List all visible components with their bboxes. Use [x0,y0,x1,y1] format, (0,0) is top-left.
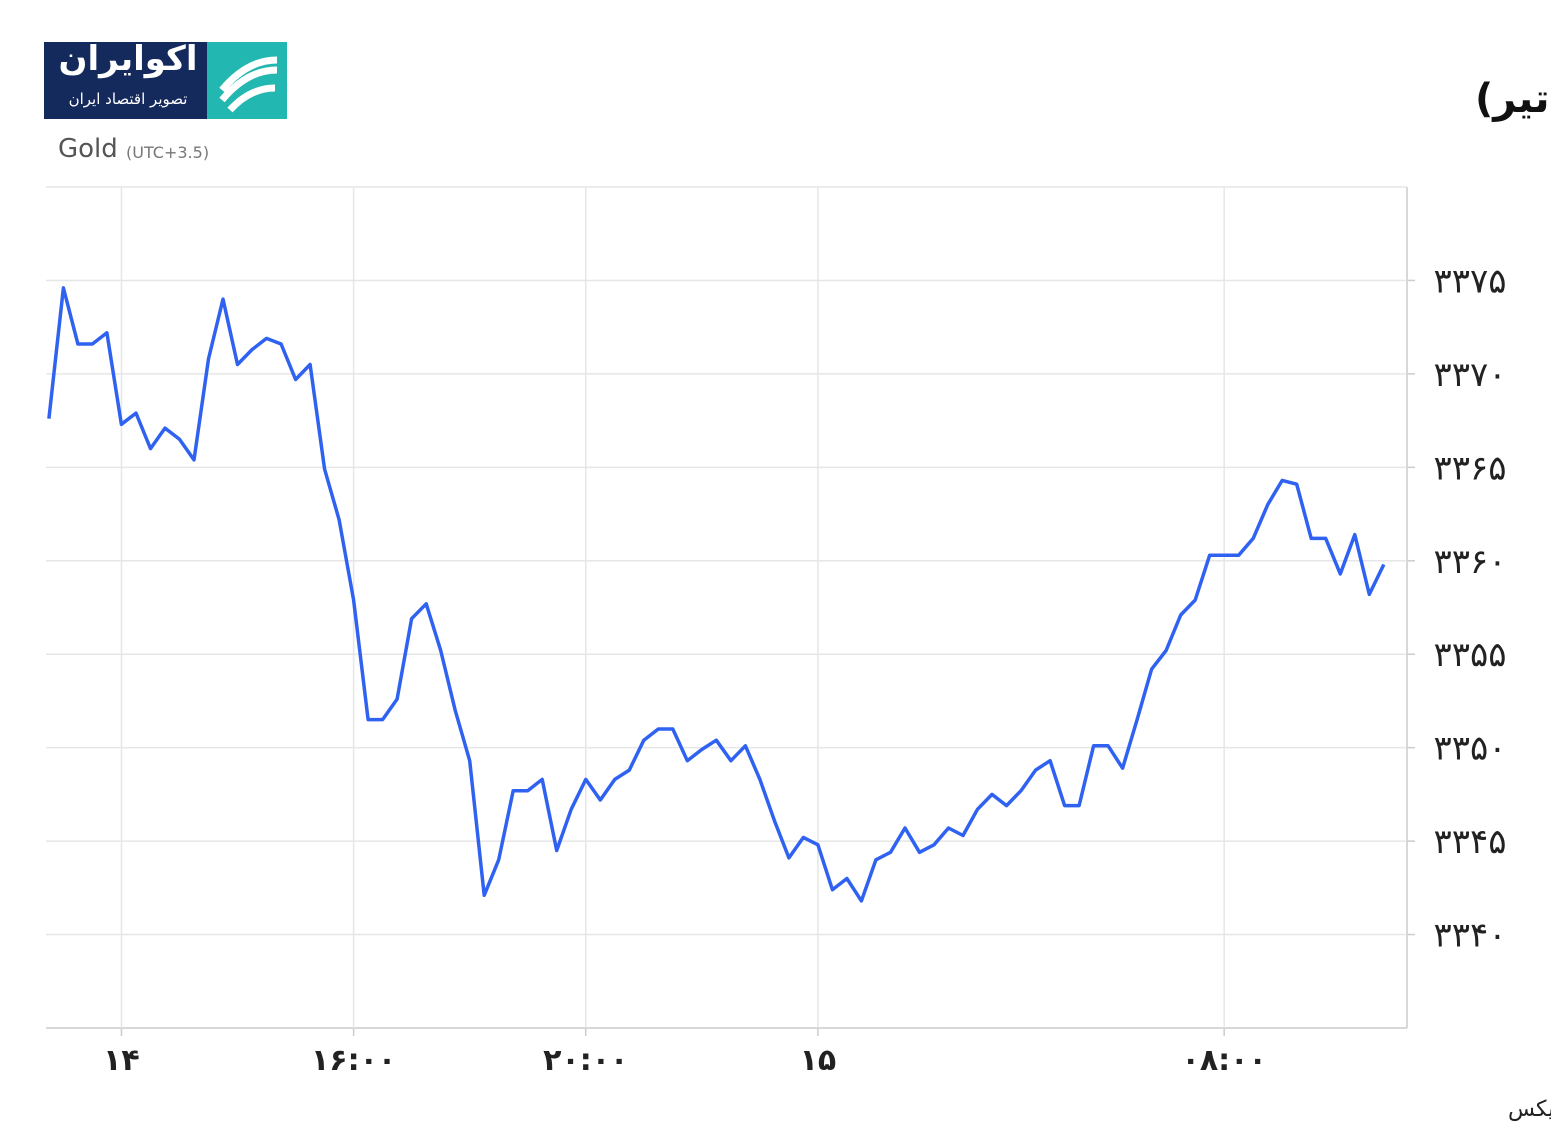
y-tick-label: ۳۳۷۰ [1433,355,1506,395]
y-tick-label: ۳۳۶۵ [1433,448,1506,488]
subtitle: Gold [58,134,118,164]
y-tick-label: ۳۳۶۰ [1433,542,1506,582]
chart-title: روند طلای جهانی (۲۴ تیر) [1475,76,1551,122]
x-tick-label: ۱۵ [800,1043,837,1078]
logo: اکوایران تصویر اقتصاد ایران [44,39,287,119]
price-line [47,286,1386,903]
subtitle-note: (UTC+3.5) [126,143,209,162]
y-tick-label: ۳۳۷۵ [1433,261,1506,301]
logo-box [44,42,207,119]
x-tick-label: ۱۶:۰۰ [311,1043,396,1078]
source: منبع: تریدینگ اکونومیکس [1508,1096,1551,1122]
logo-name: اکوایران [59,39,198,79]
logo-mark [219,56,278,113]
y-tick-label: ۳۳۵۵ [1433,635,1506,675]
y-tick-label: ۳۳۴۵ [1433,822,1506,862]
y-tick-label: ۳۳۵۰ [1433,729,1506,769]
y-tick-label: ۳۳۴۰ [1433,916,1506,956]
x-tick-label: ۱۴ [103,1043,140,1078]
x-tick-label: ۲۰:۰۰ [543,1043,628,1078]
x-tick-label: ۰۸:۰۰ [1182,1043,1267,1078]
logo-tagline: تصویر اقتصاد ایران [69,90,188,108]
